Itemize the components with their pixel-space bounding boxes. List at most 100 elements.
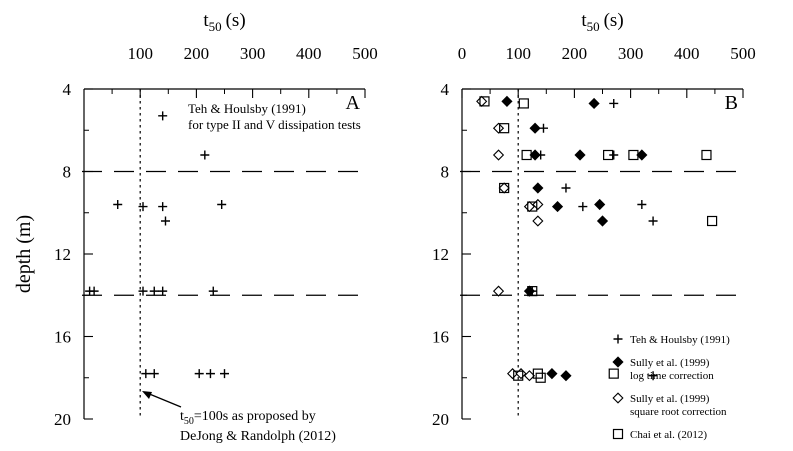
legend-entry-label: Sully et al. (1999) xyxy=(630,357,710,369)
x-axis-label-base: t xyxy=(203,10,209,31)
data-point-diamond-open xyxy=(612,392,624,404)
data-point-plus xyxy=(138,286,148,296)
data-point-square-open xyxy=(706,215,718,227)
data-point-plus xyxy=(194,369,204,379)
data-point-plus xyxy=(113,200,123,209)
data-point-diamond-open xyxy=(523,200,536,213)
data-point-square-open xyxy=(513,370,524,381)
x-tick-label: 100 xyxy=(127,44,153,63)
x-tick-label: 300 xyxy=(240,44,266,63)
legend-entry-label: Teh & Houlsby (1991) xyxy=(630,334,730,346)
data-point-plus xyxy=(220,369,229,379)
data-point-plus xyxy=(89,286,99,296)
data-point-plus xyxy=(578,202,588,212)
data-point-square-open xyxy=(628,149,639,161)
data-point-diamond-filled xyxy=(588,97,600,110)
data-point-square-open xyxy=(499,123,510,134)
data-point-plus xyxy=(648,371,658,381)
data-point-plus xyxy=(200,150,210,160)
data-point-diamond-filled xyxy=(529,149,541,161)
y-tick-label: 12 xyxy=(54,245,71,264)
x-axis-label-unit: (s) xyxy=(226,10,246,31)
y-tick-label: 20 xyxy=(432,410,449,429)
figure-labels: depth (m) xyxy=(13,215,35,293)
reference-note-base: t xyxy=(180,409,184,424)
x-axis-label-base: t xyxy=(581,10,587,31)
data-point-plus xyxy=(138,202,148,212)
data-point-diamond-filled xyxy=(529,122,541,134)
data-point-square-open xyxy=(608,368,619,379)
panel-label: A xyxy=(346,92,361,114)
y-tick-label: 8 xyxy=(441,163,450,182)
data-point-diamond-filled xyxy=(574,149,586,161)
reference-note-line-1: t50=100s as proposed by xyxy=(180,409,316,427)
data-point-diamond-filled xyxy=(551,200,564,213)
x-tick-label: 400 xyxy=(674,44,700,63)
y-tick-label: 4 xyxy=(441,80,450,99)
data-point-diamond-open xyxy=(492,122,505,134)
data-point-square-open xyxy=(499,182,510,194)
data-point-diamond-open xyxy=(515,368,527,380)
x-tick-label: 400 xyxy=(296,44,322,63)
legend-entry-label: Sully et al. (1999) xyxy=(630,393,710,405)
x-axis-label: t50 (s) xyxy=(203,10,245,34)
data-point-plus xyxy=(158,202,168,212)
legend-entry-label: log time correction xyxy=(630,370,714,382)
data-point-plus xyxy=(141,369,151,379)
y-axis-label: depth (m) xyxy=(13,215,35,293)
data-point-diamond-open xyxy=(523,370,536,382)
panel-label: B xyxy=(725,92,738,114)
x-tick-label: 300 xyxy=(618,44,644,63)
data-point-diamond-filled xyxy=(612,356,624,368)
data-point-diamond-open xyxy=(476,95,488,107)
data-point-square-open xyxy=(518,98,529,109)
data-point-plus xyxy=(217,200,227,209)
reference-note-sub: 50 xyxy=(184,416,194,427)
x-axis-label-sub: 50 xyxy=(209,19,222,34)
data-point-plus xyxy=(613,334,623,344)
data-point-diamond-filled xyxy=(594,198,606,211)
data-point-diamond-filled xyxy=(596,215,609,227)
data-point-plus xyxy=(149,369,159,379)
x-tick-label: 100 xyxy=(505,44,531,63)
data-point-plus xyxy=(609,150,619,160)
x-axis-label-sub: 50 xyxy=(587,19,600,34)
x-tick-label: 500 xyxy=(352,44,378,63)
reference-note-line-2: DeJong & Randolph (2012) xyxy=(180,429,336,444)
data-point-diamond-filled xyxy=(546,368,558,380)
reference-arrow-head xyxy=(142,391,152,399)
x-tick-label: 500 xyxy=(730,44,756,63)
data-point-square-open xyxy=(603,149,614,161)
data-point-plus xyxy=(205,369,215,379)
data-point-diamond-open xyxy=(498,182,510,194)
data-point-plus xyxy=(149,286,159,296)
data-point-square-open xyxy=(527,201,538,212)
annotation-line-1: Teh & Houlsby (1991) xyxy=(188,101,306,116)
data-point-plus xyxy=(208,286,218,296)
y-tick-label: 20 xyxy=(54,410,71,429)
data-point-diamond-open xyxy=(492,149,505,161)
data-point-plus xyxy=(609,98,619,108)
data-point-plus xyxy=(561,183,571,193)
y-tick-label: 12 xyxy=(432,245,449,264)
data-point-plus xyxy=(648,216,658,226)
data-point-plus xyxy=(637,200,647,209)
reference-note-rest: =100s as proposed by xyxy=(194,409,316,424)
data-point-diamond-filled xyxy=(532,182,544,194)
y-tick-label: 8 xyxy=(63,163,72,182)
data-point-square-open xyxy=(535,372,546,383)
data-point-diamond-filled xyxy=(501,95,513,107)
x-tick-label: 200 xyxy=(184,44,210,63)
y-tick-label: 16 xyxy=(54,328,71,347)
annotation-line-2: for type II and V dissipation tests xyxy=(188,117,361,132)
data-point-plus xyxy=(158,111,168,121)
data-point-square-open xyxy=(479,96,490,107)
data-point-square-open xyxy=(612,428,624,440)
legend-entry-label: square root correction xyxy=(630,406,727,418)
data-point-diamond-filled xyxy=(636,149,648,161)
reference-arrow-shaft xyxy=(146,392,182,408)
data-point-square-open xyxy=(521,149,532,161)
panel-b: 0 100 200 300 400 500 4 8 12 16 20 t50 (s) B Teh & Hou… xyxy=(432,10,756,441)
